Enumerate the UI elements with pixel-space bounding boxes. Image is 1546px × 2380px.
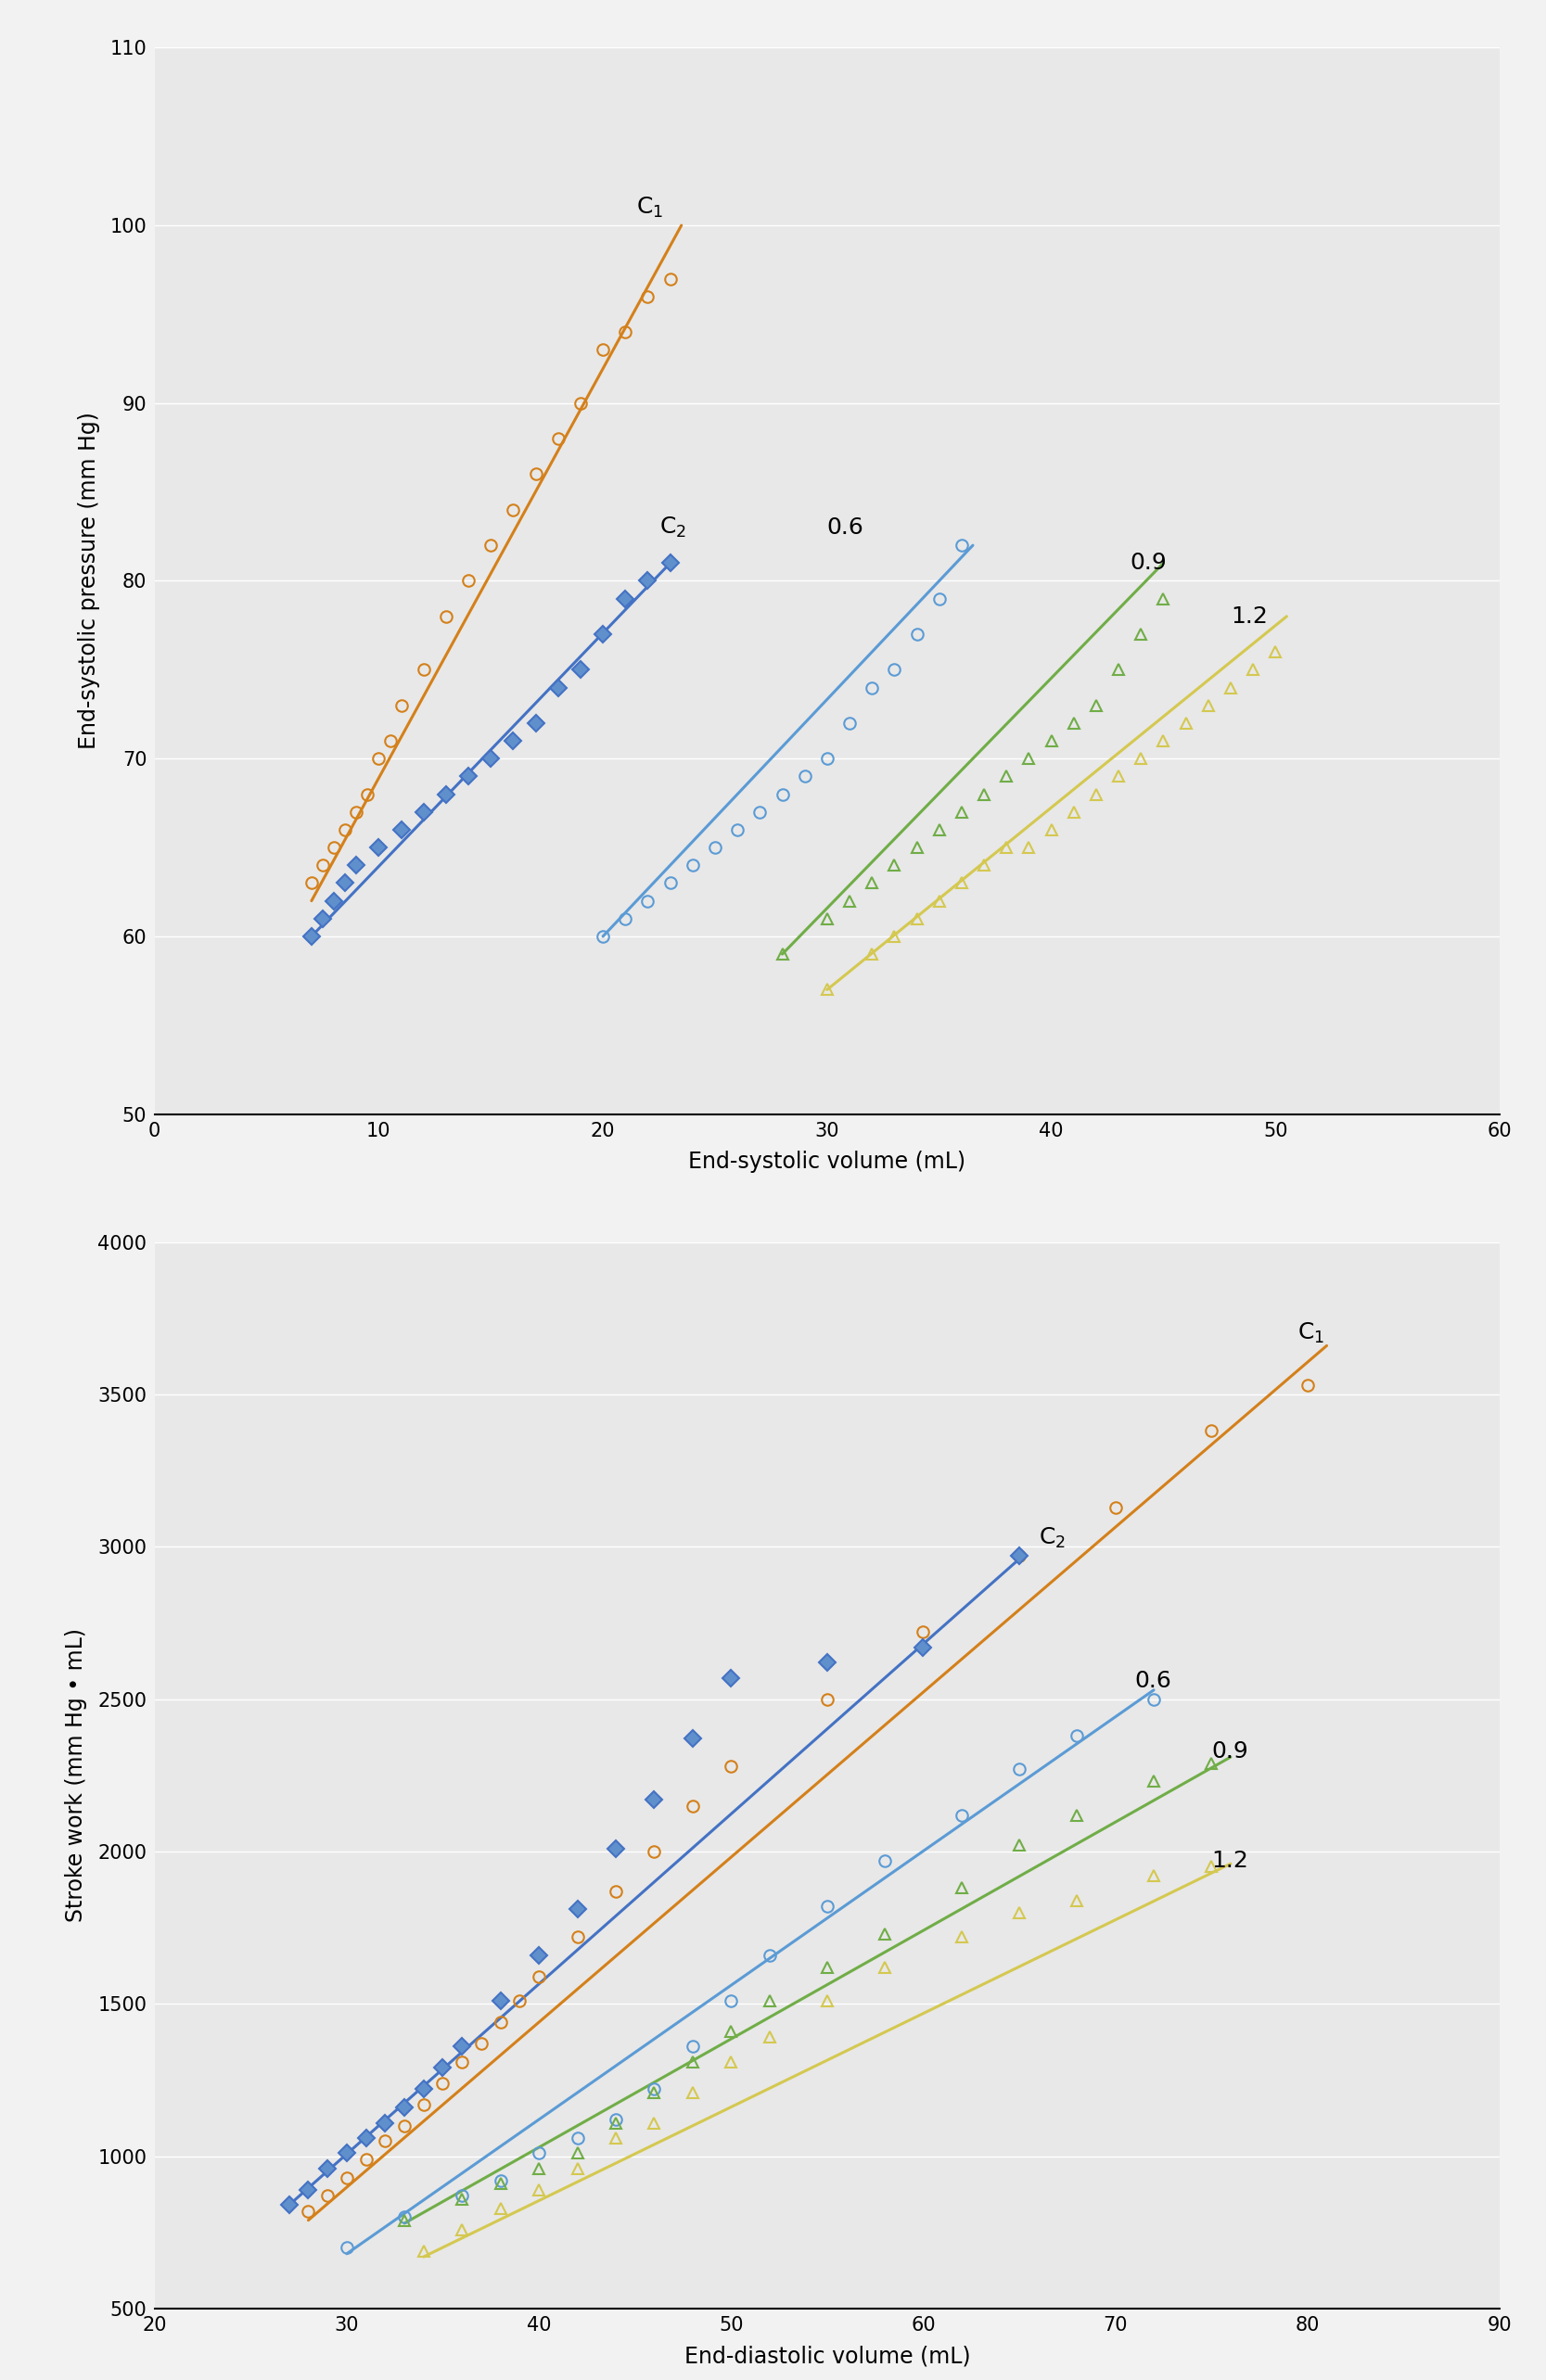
Text: 0.9: 0.9	[1212, 1740, 1248, 1761]
Text: 0.6: 0.6	[827, 516, 864, 538]
Text: 1.2: 1.2	[1212, 1849, 1248, 1871]
X-axis label: End-diastolic volume (mL): End-diastolic volume (mL)	[683, 2344, 971, 2368]
Y-axis label: End-systolic pressure (mm Hg): End-systolic pressure (mm Hg)	[77, 412, 99, 750]
Text: C$_1$: C$_1$	[1299, 1321, 1325, 1345]
Y-axis label: Stroke work (mm Hg • mL): Stroke work (mm Hg • mL)	[65, 1628, 88, 1923]
Text: C$_1$: C$_1$	[637, 195, 663, 219]
Text: C$_2$: C$_2$	[659, 516, 686, 540]
X-axis label: End-systolic volume (mL): End-systolic volume (mL)	[688, 1150, 966, 1173]
Text: 1.2: 1.2	[1231, 605, 1268, 628]
Text: 0.6: 0.6	[1135, 1671, 1172, 1692]
Text: C$_2$: C$_2$	[1039, 1526, 1065, 1549]
Text: 0.9: 0.9	[1130, 552, 1167, 574]
